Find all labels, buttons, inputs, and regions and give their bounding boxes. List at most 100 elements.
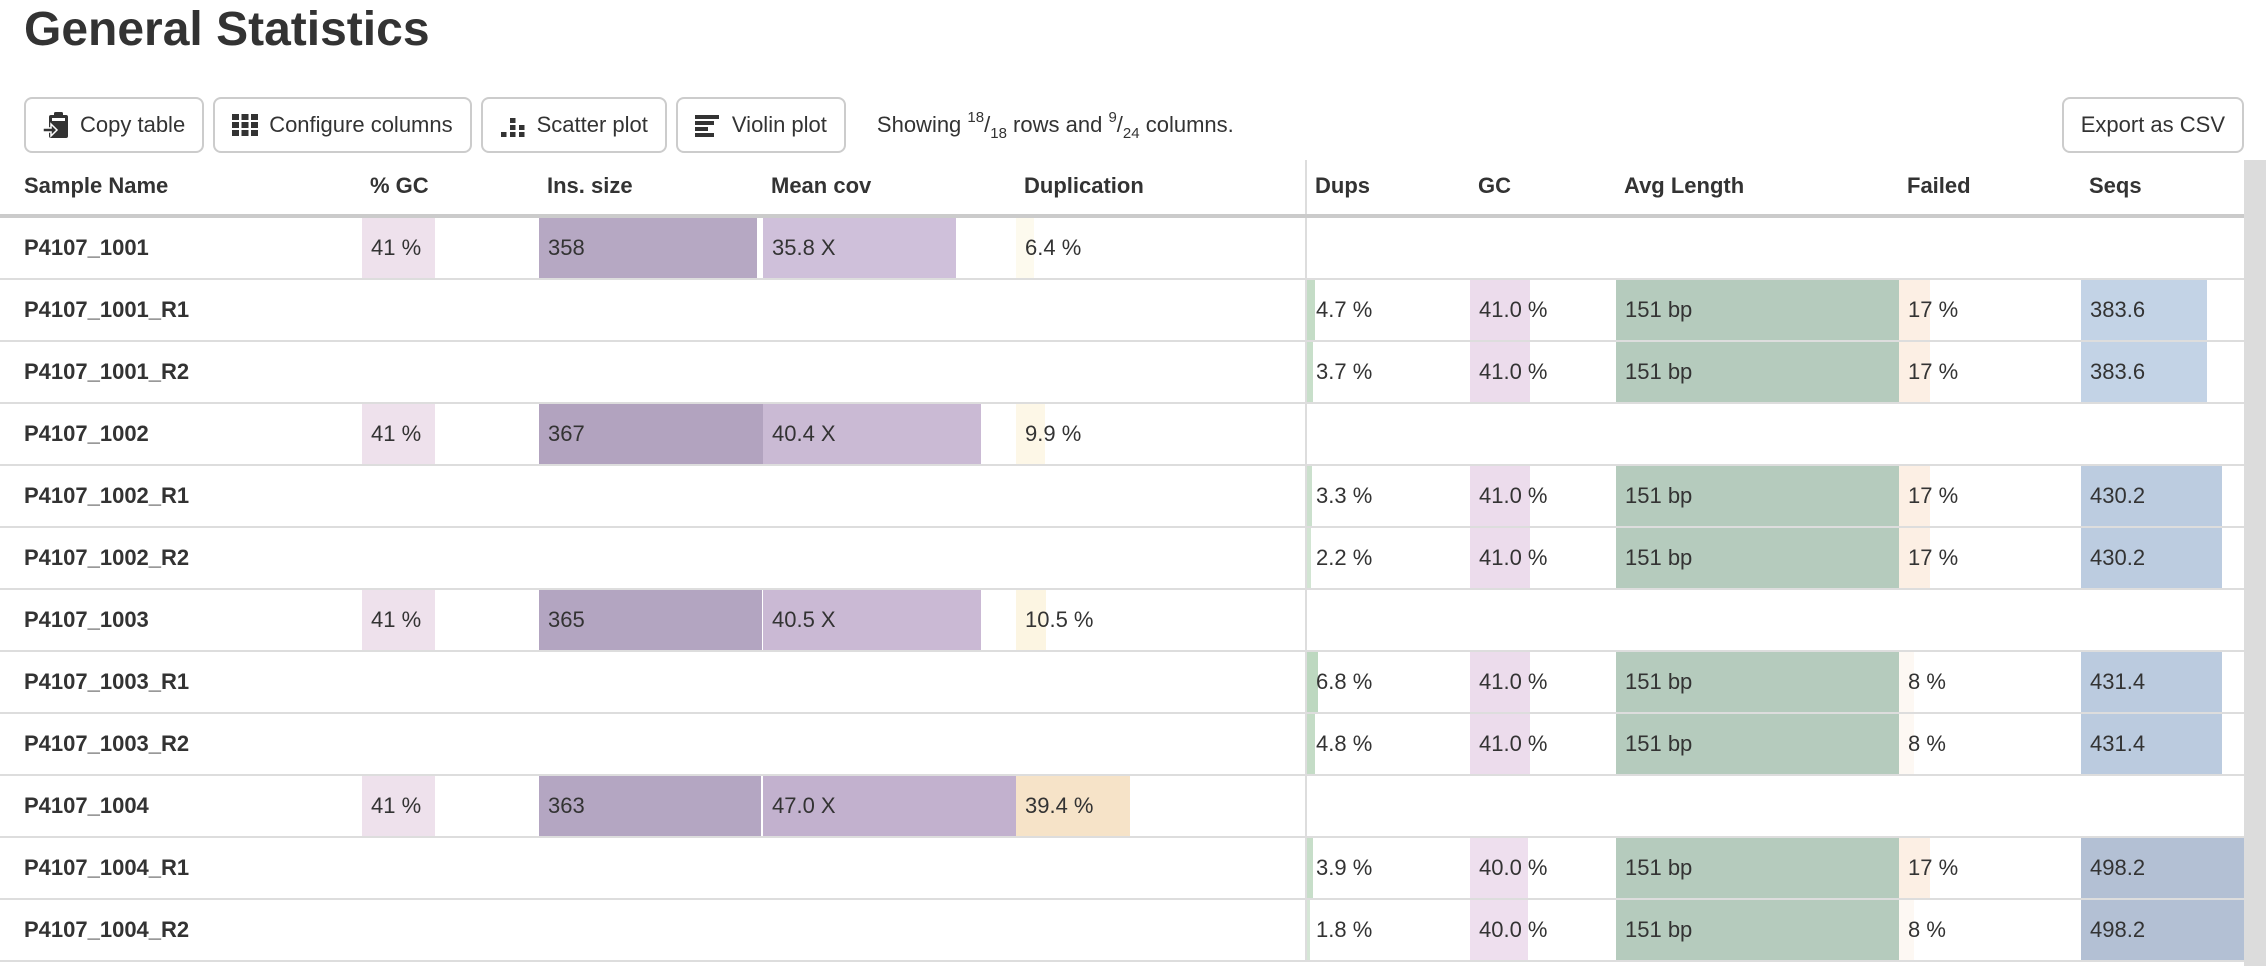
cell-value: 10.5 % [1025, 607, 1094, 632]
ins_size-cell [539, 900, 763, 960]
duplication-cell: 6.4 % [1016, 218, 1305, 278]
rows-total-count: 18 [990, 124, 1007, 142]
failed-bar [1899, 466, 1930, 526]
cell-value: 151 bp [1625, 669, 1693, 694]
mean_cov-bar [763, 404, 981, 464]
duplication-cell [1016, 528, 1305, 588]
column-header-failed[interactable]: Failed [1907, 173, 1971, 198]
ins_size-bar [539, 404, 763, 464]
duplication-cell [1016, 714, 1305, 774]
vertical-scrollbar[interactable] [2244, 160, 2266, 966]
dups-bar [1307, 528, 1311, 588]
violin-plot-label: Violin plot [731, 112, 827, 137]
cell-value: 151 bp [1625, 855, 1693, 880]
configure-columns-button[interactable]: Configure columns [213, 97, 472, 153]
cell-value: 365 [548, 607, 585, 632]
column-header-dups[interactable]: Dups [1305, 160, 1470, 214]
copy-table-button[interactable]: Copy table [24, 97, 205, 153]
cell-value: 151 bp [1625, 359, 1693, 384]
table-header: Sample Name % GC Ins. size Mean cov Duplicat… [0, 160, 2244, 218]
sample-name-cell: P4107_1002_R2 [24, 545, 190, 570]
avg_length-bar [1616, 280, 1899, 340]
seqs-bar [2081, 280, 2207, 340]
column-header-seqs[interactable]: Seqs [2089, 173, 2142, 198]
column-header-duplication[interactable]: Duplication [1024, 173, 1144, 198]
duplication-cell: 10.5 % [1016, 590, 1305, 650]
gc-bar [1470, 900, 1529, 960]
ins_size-cell: 367 [539, 404, 763, 464]
failed-cell: 17 % [1899, 528, 2081, 588]
column-header-gc_pct[interactable]: % GC [370, 173, 429, 198]
dups-bar [1307, 838, 1314, 898]
dups-bar [1307, 280, 1315, 340]
cell-value: 4.8 % [1316, 731, 1373, 756]
violin-plot-button[interactable]: Violin plot [675, 97, 846, 153]
gc-bar [1470, 528, 1530, 588]
showing-prefix: Showing [876, 111, 962, 137]
gc_pct-cell: 41 % [362, 776, 539, 836]
cell-value: 17 % [1908, 297, 1959, 322]
cell-value: 41.0 % [1479, 359, 1548, 384]
failed-bar [1899, 900, 1914, 960]
ins_size-cell [539, 466, 763, 526]
avg_length-cell: 151 bp [1616, 652, 1899, 712]
column-header-mean_cov[interactable]: Mean cov [771, 173, 872, 198]
seqs-bar [2081, 900, 2244, 960]
table-row: P4107_1001 41 % 358 35.8 X 6.4 % [0, 218, 2244, 280]
gc-cell [1470, 404, 1616, 464]
gc-cell: 41.0 % [1470, 714, 1616, 774]
sample-name-cell: P4107_1004 [24, 793, 149, 818]
gc_pct-cell [362, 652, 539, 712]
avg_length-cell: 151 bp [1616, 528, 1899, 588]
cell-value: 151 bp [1625, 917, 1693, 942]
sample-name-cell: P4107_1001 [24, 235, 149, 260]
ins_size-cell [539, 652, 763, 712]
gc-bar [1470, 714, 1530, 774]
table-row: P4107_1002 41 % 367 40.4 X 9.9 % [0, 404, 2244, 466]
column-header-avg_length[interactable]: Avg Length [1624, 173, 1745, 198]
ins_size-bar [539, 590, 762, 650]
cell-value: 151 bp [1625, 731, 1693, 756]
gc_pct-cell [362, 466, 539, 526]
gc-cell: 40.0 % [1470, 900, 1616, 960]
failed-cell: 8 % [1899, 714, 2081, 774]
duplication-cell: 39.4 % [1016, 776, 1305, 836]
gc-cell [1470, 218, 1616, 278]
dups-cell: 2.2 % [1305, 528, 1470, 588]
gc_pct-cell [362, 528, 539, 588]
avg_length-cell: 151 bp [1616, 838, 1899, 898]
cell-value: 430.2 [2090, 545, 2146, 570]
export-csv-button[interactable]: Export as CSV [2061, 97, 2244, 153]
scatter-plot-label: Scatter plot [536, 112, 648, 137]
failed-bar [1899, 280, 1930, 340]
cell-value: 17 % [1908, 483, 1959, 508]
seqs-cell: 383.6 [2081, 342, 2244, 402]
gc-cell: 41.0 % [1470, 528, 1616, 588]
avg_length-cell [1616, 590, 1899, 650]
cell-value: 151 bp [1625, 483, 1693, 508]
page-title: General Statistics [24, 3, 430, 56]
column-header-ins_size[interactable]: Ins. size [547, 173, 633, 198]
seqs-cell: 498.2 [2081, 838, 2244, 898]
column-header-sample[interactable]: Sample Name [24, 173, 169, 198]
avg_length-cell: 151 bp [1616, 466, 1899, 526]
failed-bar [1899, 652, 1914, 712]
cell-value: 151 bp [1625, 297, 1693, 322]
failed-bar [1899, 838, 1930, 898]
scatter-plot-button[interactable]: Scatter plot [480, 97, 667, 153]
showing-suffix: columns. [1145, 111, 1234, 137]
column-header-gc[interactable]: GC [1478, 173, 1511, 198]
scatter-icon [500, 112, 526, 138]
grid-icon [232, 112, 259, 138]
sample-name-cell: P4107_1004_R1 [24, 855, 190, 880]
ins_size-bar [539, 218, 758, 278]
clipboard-icon [43, 111, 69, 139]
cell-value: 430.2 [2090, 483, 2146, 508]
export-csv-label: Export as CSV [2080, 112, 2225, 137]
copy-table-label: Copy table [80, 112, 186, 137]
ins_size-cell [539, 342, 763, 402]
cell-value: 40.4 X [772, 421, 836, 446]
cell-value: 367 [548, 421, 585, 446]
sample-name-cell: P4107_1002_R1 [24, 483, 190, 508]
cell-value: 41.0 % [1479, 297, 1548, 322]
